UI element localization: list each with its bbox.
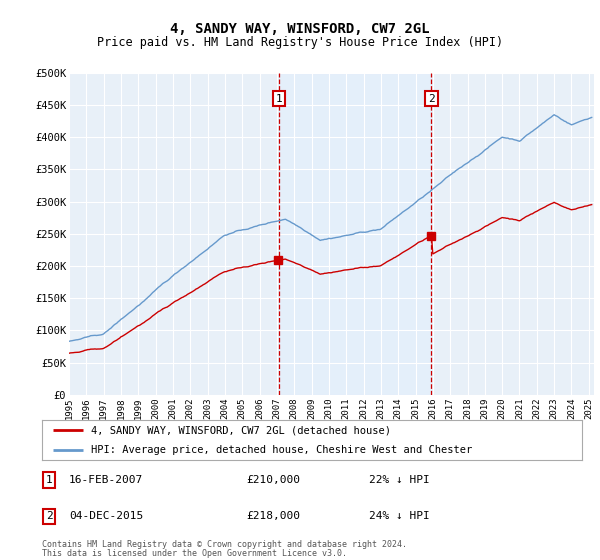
Text: Price paid vs. HM Land Registry's House Price Index (HPI): Price paid vs. HM Land Registry's House …	[97, 36, 503, 49]
Text: 1: 1	[275, 94, 283, 104]
Text: 4, SANDY WAY, WINSFORD, CW7 2GL: 4, SANDY WAY, WINSFORD, CW7 2GL	[170, 22, 430, 36]
Text: This data is licensed under the Open Government Licence v3.0.: This data is licensed under the Open Gov…	[42, 549, 347, 558]
Text: 2: 2	[46, 511, 53, 521]
Text: £210,000: £210,000	[246, 475, 300, 485]
Text: 16-FEB-2007: 16-FEB-2007	[69, 475, 143, 485]
Text: 24% ↓ HPI: 24% ↓ HPI	[369, 511, 430, 521]
Text: 04-DEC-2015: 04-DEC-2015	[69, 511, 143, 521]
Text: 4, SANDY WAY, WINSFORD, CW7 2GL (detached house): 4, SANDY WAY, WINSFORD, CW7 2GL (detache…	[91, 425, 391, 435]
Bar	[279, 73, 431, 395]
Text: 22% ↓ HPI: 22% ↓ HPI	[369, 475, 430, 485]
Text: 2: 2	[428, 94, 435, 104]
Text: HPI: Average price, detached house, Cheshire West and Chester: HPI: Average price, detached house, Ches…	[91, 445, 472, 455]
Text: £218,000: £218,000	[246, 511, 300, 521]
Text: 1: 1	[46, 475, 53, 485]
Text: Contains HM Land Registry data © Crown copyright and database right 2024.: Contains HM Land Registry data © Crown c…	[42, 540, 407, 549]
